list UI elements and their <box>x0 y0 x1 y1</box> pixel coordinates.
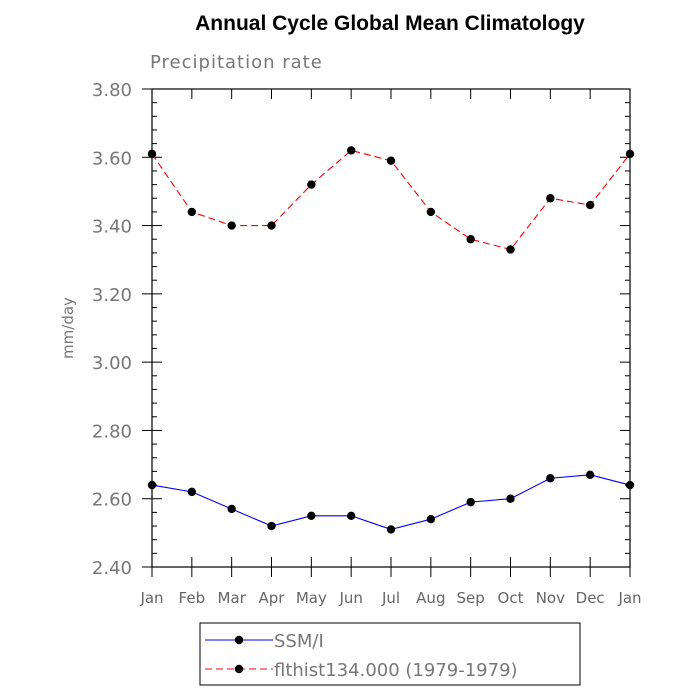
x-tick-label: Jan <box>139 589 163 607</box>
y-axis-label: mm/day <box>59 297 77 359</box>
legend-label: flthist134.000 (1979-1979) <box>274 660 518 681</box>
y-tick-label: 3.00 <box>92 353 132 374</box>
legend-marker <box>234 635 244 645</box>
data-point <box>267 521 276 531</box>
data-point <box>546 474 555 483</box>
series-line <box>151 149 631 251</box>
data-point <box>466 235 475 244</box>
x-tick-label: Nov <box>536 589 565 607</box>
series-2 <box>147 146 635 254</box>
legend-label: SSM/I <box>274 631 324 652</box>
x-tick-label: Apr <box>259 589 286 607</box>
x-tick-label: Mar <box>218 589 247 607</box>
data-point <box>267 221 276 230</box>
data-point <box>466 497 475 507</box>
data-point <box>187 207 197 217</box>
x-tick-label: Jul <box>381 589 400 607</box>
data-point <box>506 245 515 254</box>
y-tick-label: 3.80 <box>92 80 132 101</box>
data-point <box>227 504 236 514</box>
data-point <box>625 480 635 490</box>
data-point <box>585 200 595 210</box>
y-tick-label: 2.80 <box>92 421 132 442</box>
data-point <box>426 207 436 217</box>
data-point <box>147 149 157 159</box>
data-point <box>227 221 236 230</box>
x-tick-label: Jun <box>338 589 362 607</box>
chart-title: Annual Cycle Global Mean Climatology <box>195 12 585 35</box>
data-point <box>546 194 555 203</box>
series-layer <box>147 146 635 534</box>
data-point <box>346 146 356 155</box>
legend-marker <box>234 664 244 674</box>
data-point <box>307 180 316 189</box>
legend-item: flthist134.000 (1979-1979) <box>205 660 518 681</box>
data-point <box>506 494 515 503</box>
x-tick-label: Dec <box>576 589 605 607</box>
y-tick-label: 3.60 <box>92 148 132 169</box>
x-tick-label: Feb <box>179 589 206 607</box>
chart-subtitle: Precipitation rate <box>150 52 323 73</box>
data-point <box>346 511 356 520</box>
x-tick-label: Aug <box>416 589 445 607</box>
data-point <box>307 511 316 520</box>
data-point <box>147 480 157 490</box>
x-tick-label: Sep <box>457 589 485 607</box>
y-tick-label: 3.40 <box>92 217 132 238</box>
data-point <box>386 156 396 165</box>
data-point <box>426 515 436 524</box>
data-point <box>386 525 396 534</box>
y-tick-label: 3.20 <box>92 285 132 306</box>
data-point <box>187 487 197 497</box>
series-line <box>151 474 631 531</box>
x-tick-label: Jan <box>617 589 641 607</box>
series-1 <box>147 470 635 534</box>
data-point <box>585 470 595 480</box>
x-tick-label: May <box>296 589 327 607</box>
legend: SSM/I flthist134.000 (1979-1979) <box>199 622 581 686</box>
x-tick-label: Oct <box>498 589 524 607</box>
axis-ticks: 2.40 2.60 2.80 3.00 3.20 3.40 3.60 3.80 Jan Feb Ma… <box>92 80 642 607</box>
legend-box <box>199 622 581 686</box>
legend-item: SSM/I <box>205 631 324 652</box>
y-tick-label: 2.60 <box>92 490 132 511</box>
y-tick-label: 2.40 <box>92 558 132 579</box>
data-point <box>625 149 635 159</box>
